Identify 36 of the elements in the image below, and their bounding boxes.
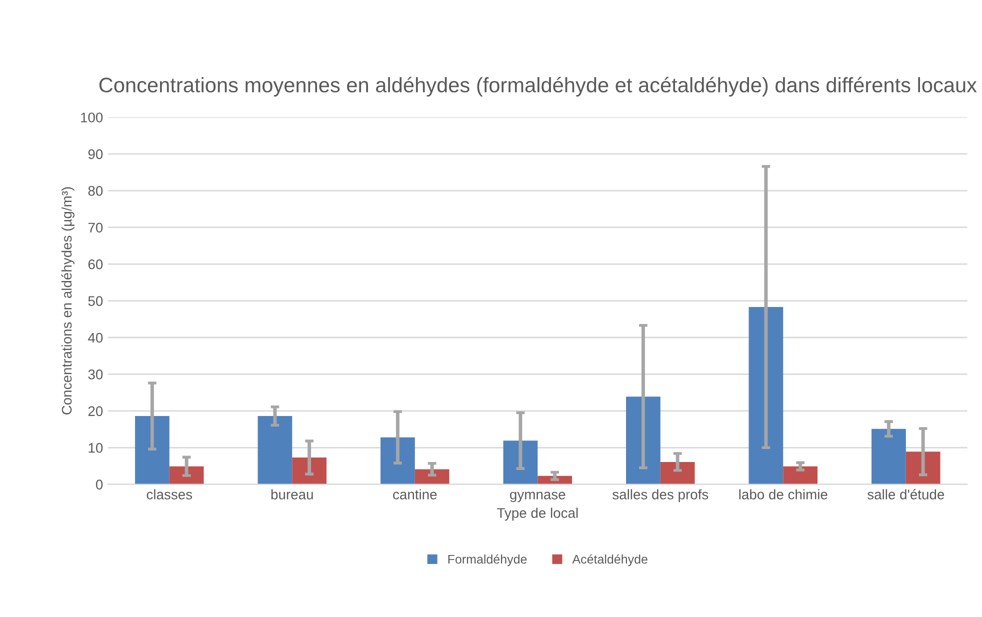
y-tick-label: 50: [88, 296, 103, 306]
x-axis-title: Type de local: [497, 508, 578, 521]
y-tick-label: 20: [88, 406, 103, 416]
y-tick-label: 60: [88, 259, 103, 270]
bar: [380, 437, 415, 484]
x-tick-label: gymnase: [510, 492, 566, 502]
bar: [414, 469, 450, 484]
bar: [258, 416, 292, 484]
y-tick-label: 30: [88, 370, 103, 380]
x-tick-label: bureau: [271, 489, 313, 500]
y-tick-label: 90: [88, 149, 103, 160]
bar: [872, 428, 906, 484]
y-tick-label: 40: [88, 332, 103, 343]
bar: [626, 396, 660, 484]
x-tick-label: classes: [146, 489, 192, 500]
y-tick-label: 100: [81, 112, 103, 122]
chart-title: Concentrations moyennes en aldéhydes (formaldéhyde et acétaldéhyde) dans différents locaux: [99, 76, 977, 97]
y-axis-title: Concentrations en aldéhydes (µg/m³): [61, 187, 74, 414]
x-tick-label: salle d'étude: [868, 489, 944, 500]
y-tick-label: 70: [88, 222, 103, 233]
x-tick-label: cantine: [393, 489, 437, 500]
bar: [783, 466, 818, 484]
x-tick-label: labo de chimie: [739, 489, 828, 500]
bar: [906, 452, 940, 484]
bar: [503, 440, 538, 484]
bar: [292, 458, 327, 484]
bar: [135, 416, 170, 484]
bar: [660, 462, 695, 484]
x-tick-label: salles des profs: [612, 489, 708, 502]
legend-label: Acétaldéhyde: [572, 554, 648, 566]
bar: [748, 307, 784, 484]
y-tick-label: 0: [96, 480, 103, 490]
bar: [169, 466, 204, 484]
y-tick-label: 10: [88, 442, 103, 453]
y-tick-label: 80: [88, 186, 103, 196]
legend-label: Formaldéhyde: [448, 554, 527, 566]
